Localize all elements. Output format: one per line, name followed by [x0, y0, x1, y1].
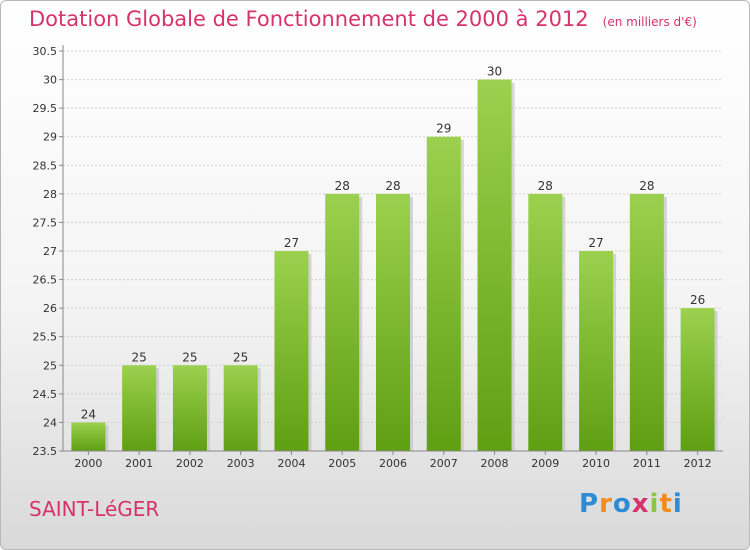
- x-axis: 2000 2001 2002 2003 2004 2005 2006 2007 2008 2009…: [63, 450, 723, 470]
- data-label: 28: [538, 179, 553, 193]
- commune-name: SAINT-LéGER: [29, 497, 160, 521]
- data-label: 25: [132, 350, 147, 364]
- bars: 24 25 25 25 27 28 28 29 30 28 27 28 26: [71, 65, 718, 452]
- title-text: Dotation Globale de Fonctionnement de 20…: [29, 7, 589, 31]
- logo-letter: t: [659, 489, 673, 519]
- y-tick-label: 30.5: [33, 45, 58, 58]
- data-label: 28: [639, 179, 654, 193]
- x-tick-label: 2003: [227, 457, 255, 470]
- data-label: 27: [588, 236, 603, 250]
- bar-2009: [528, 193, 563, 451]
- x-tick-label: 2012: [684, 457, 712, 470]
- x-tick-label: 2005: [328, 457, 356, 470]
- logo-letter: P: [579, 489, 600, 519]
- x-tick-label: 2004: [277, 457, 305, 470]
- y-tick-label: 29.5: [33, 102, 58, 115]
- y-tick-label: 30: [43, 74, 57, 87]
- y-tick-label: 25.5: [33, 331, 58, 344]
- x-tick-label: 2006: [379, 457, 407, 470]
- y-tick-label: 25: [43, 359, 57, 372]
- x-tick-label: 2002: [176, 457, 204, 470]
- y-tick-label: 24: [43, 416, 57, 429]
- y-tick-label: 26.5: [33, 274, 58, 287]
- data-label: 27: [284, 236, 299, 250]
- bar-2002: [172, 365, 207, 451]
- logo-letter: i: [649, 489, 660, 519]
- bar-2003: [223, 365, 258, 451]
- x-tick-label: 2007: [430, 457, 458, 470]
- x-tick-label: 2000: [74, 457, 102, 470]
- y-tick-label: 26: [43, 302, 57, 315]
- proxiti-logo[interactable]: Proxiti: [579, 489, 683, 519]
- y-tick-label: 27: [43, 245, 57, 258]
- data-label: 24: [81, 407, 96, 421]
- bar-2001: [122, 365, 157, 451]
- data-label: 25: [182, 350, 197, 364]
- data-label: 29: [436, 122, 451, 136]
- data-label: 26: [690, 293, 705, 307]
- y-tick-label: 23.5: [33, 445, 58, 458]
- y-tick-label: 28.5: [33, 159, 58, 172]
- x-tick-label: 2011: [633, 457, 661, 470]
- bar-2005: [325, 193, 360, 451]
- chart-title: Dotation Globale de Fonctionnement de 20…: [29, 7, 697, 31]
- logo-letter: x: [631, 489, 650, 519]
- logo-letter: r: [599, 489, 613, 519]
- logo-letter: o: [612, 489, 632, 519]
- bar-2000: [71, 422, 106, 451]
- y-tick-label: 28: [43, 188, 57, 201]
- x-tick-label: 2009: [531, 457, 559, 470]
- y-tick-label: 24.5: [33, 388, 58, 401]
- y-tick-label: 27.5: [33, 216, 58, 229]
- bar-2008: [477, 79, 512, 452]
- bar-2004: [274, 251, 309, 451]
- data-label: 28: [385, 179, 400, 193]
- x-tick-label: 2010: [582, 457, 610, 470]
- data-label: 30: [487, 65, 502, 79]
- bar-2010: [579, 251, 614, 451]
- bar-2007: [426, 136, 461, 451]
- y-tick-label: 29: [43, 131, 57, 144]
- x-tick-label: 2001: [125, 457, 153, 470]
- data-label: 28: [335, 179, 350, 193]
- bar-2006: [376, 193, 410, 451]
- logo-letter: i: [672, 489, 683, 519]
- data-label: 25: [233, 350, 248, 364]
- bar-2011: [629, 193, 664, 451]
- bar-2012: [680, 308, 715, 451]
- y-axis: 23.5 24 24.5 25 25.5 26 26.5 27 27.5 28 28.5 29 29.5…: [33, 45, 64, 458]
- unit-label: (en milliers d'€): [602, 15, 697, 29]
- x-tick-label: 2008: [481, 457, 509, 470]
